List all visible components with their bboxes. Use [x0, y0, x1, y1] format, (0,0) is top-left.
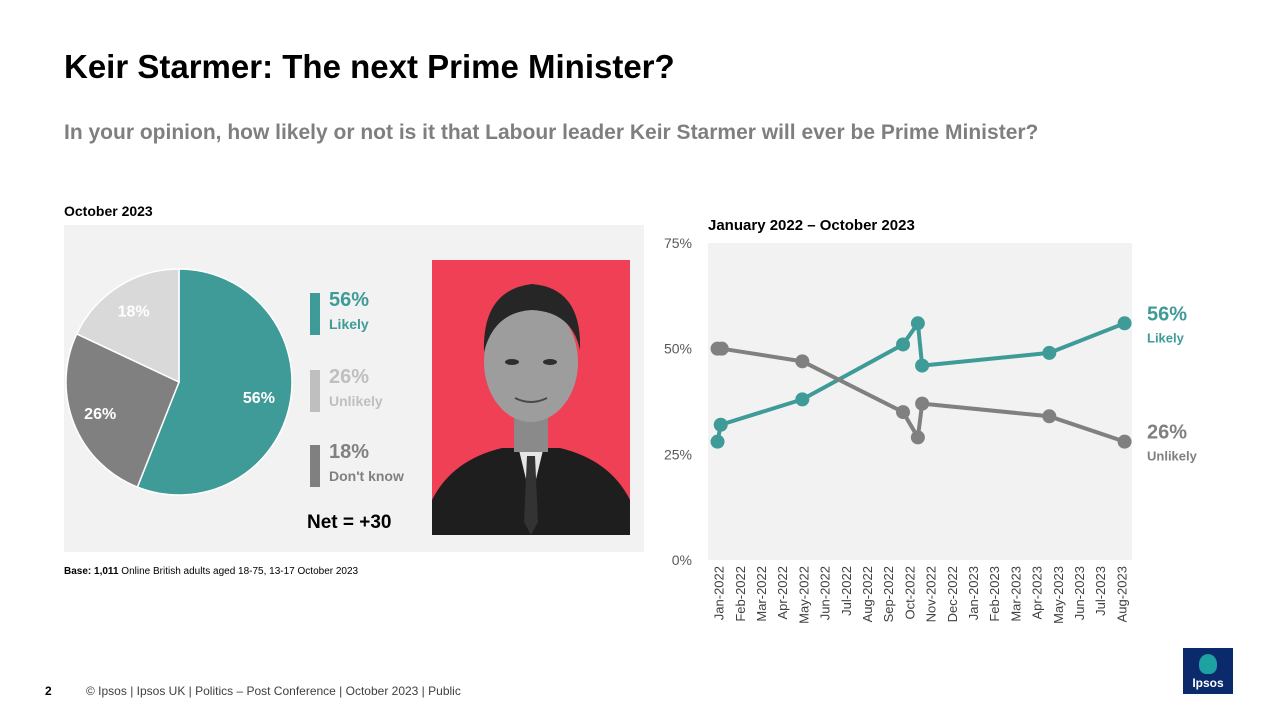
x-tick-label: Jun-2022: [818, 566, 833, 620]
portrait-icon: [432, 284, 630, 535]
x-tick-label: May-2022: [796, 566, 811, 624]
x-tick-label: Mar-2022: [754, 566, 769, 622]
x-tick-label: Jul-2022: [839, 566, 854, 616]
data-point-unlikely: [896, 405, 911, 420]
pie-slice-likely: [136, 268, 293, 496]
data-point-likely: [795, 392, 810, 407]
x-tick-label: Nov-2022: [924, 566, 939, 622]
ipsos-logo-icon: [1199, 654, 1217, 674]
pie-label-likely: 56%: [243, 390, 275, 407]
legend-swatch-dontknow: [310, 445, 320, 487]
x-tick-label: Aug-2023: [1114, 566, 1129, 622]
data-point-unlikely: [915, 396, 930, 411]
x-tick-label: Apr-2022: [775, 566, 790, 619]
data-point-unlikely: [910, 430, 925, 445]
footer-text: © Ipsos | Ipsos UK | Politics – Post Con…: [86, 684, 461, 698]
data-point-likely: [710, 434, 725, 449]
series-line-unlikely: [717, 346, 1126, 444]
legend-label-dontknow: Don't know: [329, 468, 404, 484]
data-point-unlikely: [1042, 409, 1057, 424]
data-point-unlikely: [1117, 434, 1132, 449]
data-point-likely: [910, 316, 925, 331]
portrait-photo: [432, 260, 630, 535]
x-tick-label: Dec-2022: [945, 566, 960, 622]
y-tick-label: 75%: [664, 235, 692, 251]
data-point-likely: [1042, 345, 1057, 360]
base-note-value: 1,011: [94, 566, 119, 577]
data-point-likely: [713, 417, 728, 432]
data-point-unlikely: [795, 354, 810, 369]
base-note-text: Online British adults aged 18-75, 13-17 …: [118, 566, 359, 577]
net-score: Net = +30: [307, 512, 392, 533]
x-tick-label: Feb-2023: [987, 566, 1002, 622]
x-tick-label: Apr-2023: [1030, 566, 1045, 619]
end-value-unlikely: 26%: [1147, 422, 1187, 444]
line-chart: 0% 25% 50% 75% Jan-2022 Feb-2022 Mar-2022 Apr-2…: [664, 235, 1198, 624]
x-tick-label: Jul-2023: [1093, 566, 1108, 616]
legend-label-unlikely: Unlikely: [329, 393, 383, 409]
pie-label-don-t-know: 18%: [118, 303, 150, 320]
x-tick-label: Aug-2022: [860, 566, 875, 622]
legend-swatch-unlikely: [310, 370, 320, 412]
x-tick-label: Jan-2022: [712, 566, 727, 620]
data-point-likely: [896, 337, 911, 352]
x-tick-label: May-2023: [1051, 566, 1066, 624]
pie-slice-unlikely: [65, 332, 180, 489]
x-tick-label: Feb-2022: [733, 566, 748, 622]
page-number: 2: [45, 684, 52, 698]
ipsos-logo-text: Ipsos: [1192, 676, 1224, 690]
pie-period-label: October 2023: [64, 203, 153, 219]
y-tick-label: 50%: [664, 341, 692, 357]
end-label-unlikely: Unlikely: [1147, 449, 1198, 464]
x-tick-label: Oct-2022: [902, 566, 917, 619]
legend-value-dontknow: 18%: [329, 441, 370, 463]
page-title: Keir Starmer: The next Prime Minister?: [64, 48, 675, 85]
pie-label-unlikely: 26%: [84, 406, 116, 423]
ipsos-logo: Ipsos: [1183, 648, 1233, 694]
series-line-likely: [715, 321, 1126, 443]
x-tick-label: Sep-2022: [881, 566, 896, 622]
legend-label-likely: Likely: [329, 316, 369, 332]
legend-value-unlikely: 26%: [329, 366, 370, 388]
y-tick-label: 0%: [672, 552, 692, 568]
legend-swatch-likely: [310, 293, 320, 335]
question-subtitle: In your opinion, how likely or not is it…: [64, 121, 1039, 144]
legend-value-likely: 56%: [329, 289, 370, 311]
data-point-likely: [915, 358, 930, 373]
line-period-label: January 2022 – October 2023: [708, 217, 915, 234]
x-tick-label: Mar-2023: [1008, 566, 1023, 622]
x-tick-label: Jun-2023: [1072, 566, 1087, 620]
y-tick-label: 25%: [664, 446, 692, 462]
x-tick-label: Jan-2023: [966, 566, 981, 620]
pie-chart: 56% 26% 18%: [65, 268, 293, 496]
base-note: Base: 1,011 Online British adults aged 1…: [64, 566, 358, 577]
pie-slice-don-t-know: [75, 268, 180, 384]
data-point-likely: [1117, 316, 1132, 331]
data-point-unlikely: [714, 341, 729, 356]
end-label-likely: Likely: [1147, 330, 1185, 345]
base-note-label: Base:: [64, 566, 92, 577]
end-value-likely: 56%: [1147, 303, 1187, 325]
